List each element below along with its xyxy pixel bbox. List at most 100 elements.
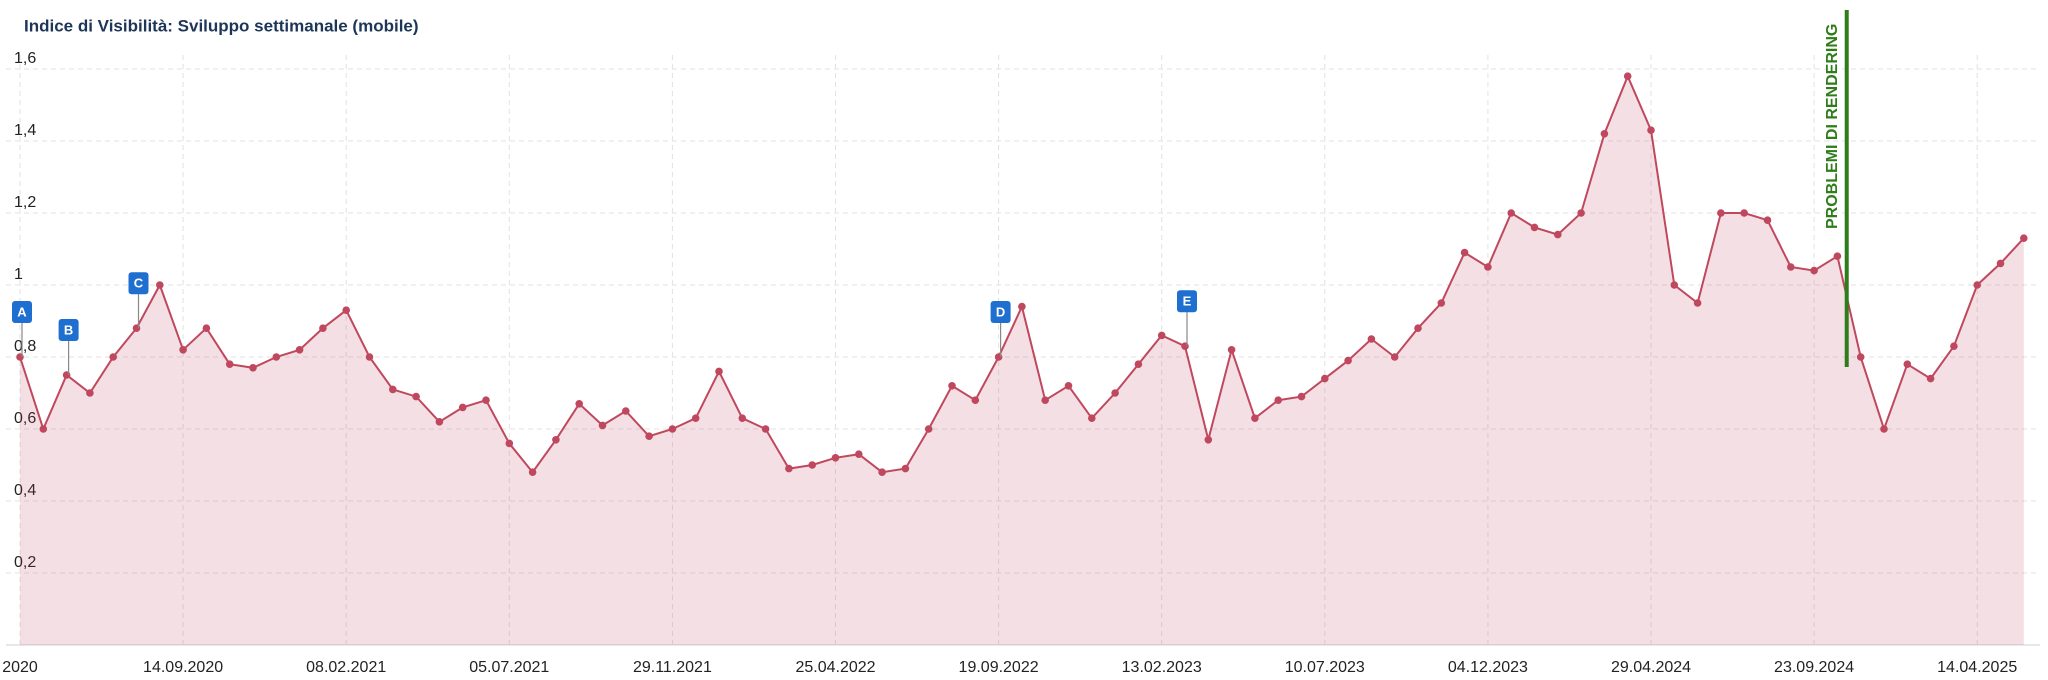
point (575, 400, 583, 408)
point (645, 432, 653, 441)
flag (58, 319, 79, 341)
point (924, 425, 933, 433)
point (1041, 396, 1049, 405)
y-tick-label: 1,6 (14, 50, 36, 67)
flag (1177, 290, 1197, 313)
x-tick-label: 29.11.2021 (633, 659, 712, 676)
point (622, 407, 630, 415)
point (62, 371, 71, 379)
point (1670, 281, 1679, 289)
point (1134, 360, 1143, 369)
x-tick-label: 23.09.2024 (1774, 659, 1854, 676)
point (1693, 299, 1702, 307)
point (1926, 374, 1935, 383)
point (761, 425, 770, 433)
x-tick-label: 25.04.2022 (795, 659, 875, 676)
point (1996, 259, 2005, 268)
y-tick-label: 0,4 (14, 482, 36, 499)
y-tick-label: 1 (14, 266, 23, 283)
point (1274, 396, 1282, 405)
chart-title: Indice di Visibilità: Sviluppo settimana… (24, 16, 419, 35)
area (20, 76, 2024, 645)
point (1763, 216, 1772, 224)
point (901, 464, 910, 473)
point (715, 367, 723, 376)
point (1297, 392, 1306, 401)
point (458, 403, 467, 412)
point (528, 468, 537, 477)
point (1227, 346, 1236, 354)
point (1321, 374, 1329, 383)
flag-label: A (17, 304, 27, 319)
flag (12, 301, 32, 323)
flag-label: D (996, 304, 1005, 319)
x-tick-label: 13.02.2023 (1122, 659, 1202, 676)
point (1973, 281, 1981, 289)
point (1810, 266, 1818, 275)
point (1181, 342, 1189, 351)
point (1600, 130, 1609, 138)
point (435, 418, 444, 426)
flag-label: C (134, 276, 144, 291)
point (738, 414, 747, 423)
point (1507, 209, 1515, 217)
point (831, 454, 840, 462)
point (505, 439, 514, 448)
x-tick-label: 14.09.2020 (143, 659, 223, 676)
x-tick-label: 14.04.2025 (1937, 659, 2017, 676)
y-tick-label: 0,6 (14, 410, 36, 427)
marker-line-label: PROBLEMI DI RENDERING (1824, 24, 1841, 229)
point (1950, 342, 1958, 351)
x-tick-label: 19.09.2022 (959, 659, 1039, 676)
point (2020, 234, 2028, 242)
point (1577, 209, 1585, 217)
point (855, 450, 863, 459)
point (1414, 324, 1422, 333)
point (668, 425, 677, 433)
flag-label: E (1183, 294, 1192, 309)
point (342, 306, 351, 315)
flag (128, 272, 149, 295)
point (319, 324, 327, 333)
point (1088, 414, 1096, 423)
point (16, 353, 24, 361)
point (1437, 299, 1446, 307)
point (1484, 263, 1492, 271)
point (598, 421, 607, 430)
point (1856, 353, 1865, 361)
point (1390, 353, 1399, 361)
point (295, 346, 304, 354)
point (1787, 263, 1795, 271)
point (39, 425, 48, 433)
point (1111, 389, 1119, 397)
point (1647, 126, 1655, 134)
point (202, 324, 211, 333)
point (1367, 335, 1376, 343)
point (691, 414, 700, 423)
point (878, 468, 886, 477)
point (808, 461, 816, 469)
x-tick-label: 05.07.2021 (469, 659, 549, 676)
point (156, 281, 164, 289)
x-tick-label: 04.12.2023 (1448, 659, 1528, 676)
point (179, 346, 187, 354)
point (1880, 425, 1888, 433)
point (948, 382, 956, 390)
point (132, 324, 141, 333)
point (994, 353, 1003, 361)
y-tick-label: 0,8 (14, 338, 36, 355)
point (109, 353, 117, 361)
point (1623, 72, 1632, 80)
point (1554, 230, 1562, 239)
point (1157, 331, 1166, 340)
point (412, 392, 420, 401)
point (1833, 252, 1842, 260)
flag-label: B (64, 322, 73, 337)
point (1204, 436, 1213, 444)
point (1460, 248, 1469, 257)
point (1717, 209, 1725, 217)
x-tick-label: 08.02.2021 (306, 659, 386, 676)
point (1903, 360, 1912, 369)
x-tick-label: 29.04.2024 (1611, 659, 1691, 676)
